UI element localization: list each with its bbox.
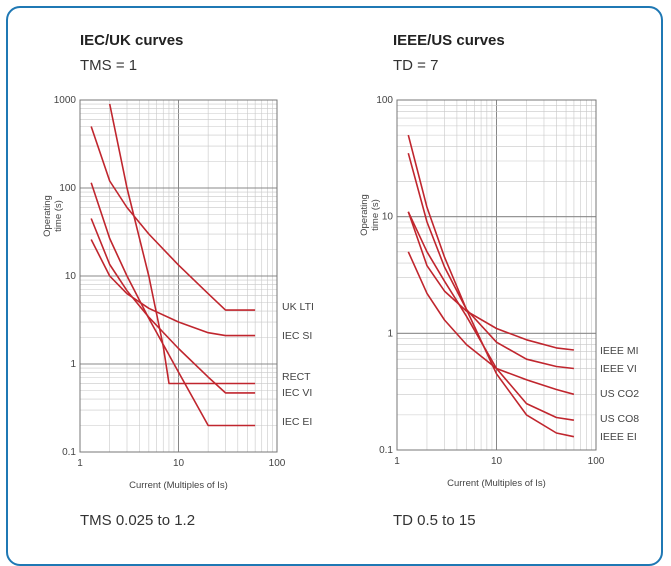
left-series-label: RECT <box>282 371 311 383</box>
left-series-label: IEC EI <box>282 416 312 428</box>
left-series-label: IEC VI <box>282 387 312 399</box>
left-series-line-uk-lti <box>90 126 256 311</box>
right-chart-title: IEEE/US curves <box>393 32 505 49</box>
right-x-tick-label: 100 <box>588 456 605 467</box>
right-series-line-us-co2 <box>407 251 575 396</box>
right-series-label: IEEE EI <box>600 431 637 443</box>
right-y-tick-label: 1 <box>387 328 393 339</box>
right-series-line-ieee-mi <box>407 211 574 351</box>
left-series-label: UK LTI <box>282 301 314 313</box>
right-series-label: US CO2 <box>600 388 639 400</box>
left-plot-border <box>79 99 278 453</box>
right-series-label: US CO8 <box>600 413 639 425</box>
left-x-tick-label: 10 <box>173 458 185 469</box>
left-x-axis-label: Current (Multiples of Is) <box>129 480 228 491</box>
right-y-axis-label: time (s) <box>370 199 381 231</box>
right-x-tick-label: 1 <box>394 456 400 467</box>
right-x-axis-label: Current (Multiples of Is) <box>447 478 546 489</box>
left-series-label: IEC SI <box>282 330 312 342</box>
left-y-tick-label: 1000 <box>54 95 77 106</box>
left-y-tick-label: 10 <box>65 271 77 282</box>
right-y-tick-label: 100 <box>376 95 393 106</box>
right-plot-border <box>396 99 597 451</box>
left-y-tick-label: 0.1 <box>62 447 76 458</box>
left-y-axis-label: time (s) <box>53 200 64 232</box>
left-series-line-iec-si <box>90 239 256 337</box>
right-y-tick-label: 0.1 <box>379 445 393 456</box>
left-y-axis-label: Operating <box>42 195 53 237</box>
right-chart-subtitle: TD = 7 <box>393 57 439 74</box>
left-y-tick-label: 1 <box>70 359 76 370</box>
right-y-tick-label: 10 <box>382 212 394 223</box>
left-x-tick-label: 100 <box>269 458 286 469</box>
left-y-tick-label: 100 <box>59 183 76 194</box>
left-chart-footer: TMS 0.025 to 1.2 <box>80 512 196 529</box>
right-series-label: IEEE MI <box>600 345 639 357</box>
left-series-line-iec-ei <box>90 182 256 427</box>
right-series-line-ieee-ei <box>407 134 575 438</box>
right-chart-footer: TD 0.5 to 15 <box>393 512 476 529</box>
right-series-label: IEEE VI <box>600 363 637 375</box>
left-x-tick-label: 1 <box>77 458 83 469</box>
left-chart-subtitle: TMS = 1 <box>80 57 138 74</box>
left-series-line-iec-vi <box>90 218 256 394</box>
right-series-line-us-co8 <box>407 211 575 421</box>
left-series-line-rect <box>108 103 256 385</box>
right-series-line-ieee-vi <box>407 152 574 370</box>
left-chart-title: IEC/UK curves <box>80 32 184 49</box>
right-x-tick-label: 10 <box>491 456 503 467</box>
right-y-axis-label: Operating <box>359 194 370 236</box>
